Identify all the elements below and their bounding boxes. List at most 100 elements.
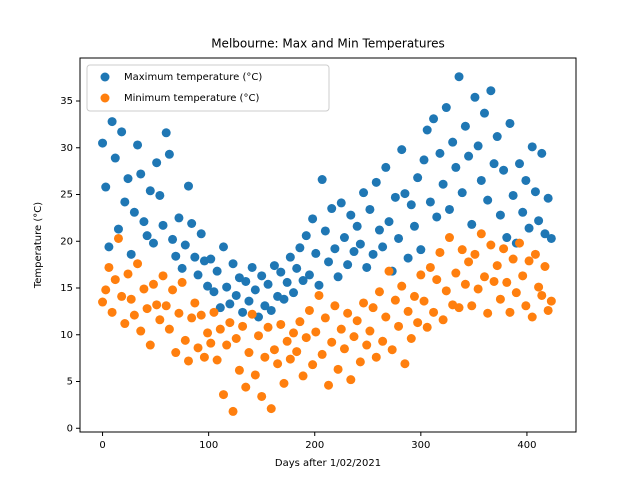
point: [139, 284, 149, 294]
point: [444, 233, 454, 243]
point: [164, 149, 174, 159]
point: [355, 357, 365, 367]
point: [359, 188, 369, 198]
point: [98, 297, 108, 307]
x-tick-label: 0: [99, 440, 105, 451]
point: [390, 192, 400, 202]
point: [327, 337, 337, 347]
point: [238, 321, 248, 331]
point: [120, 319, 130, 329]
point: [129, 310, 139, 320]
point: [257, 271, 267, 281]
point: [136, 169, 146, 179]
point: [244, 348, 254, 358]
point: [183, 181, 193, 191]
point: [381, 312, 391, 322]
point: [479, 272, 489, 282]
x-axis-label: Days after 1/02/2021: [275, 458, 381, 469]
point: [238, 307, 248, 317]
point: [295, 243, 305, 253]
point: [228, 259, 238, 269]
point: [339, 233, 349, 243]
point: [148, 279, 158, 289]
y-tick-label: 15: [60, 283, 73, 294]
point: [254, 331, 264, 341]
point: [330, 244, 340, 254]
point: [215, 303, 225, 313]
point: [454, 72, 464, 82]
point: [511, 288, 521, 298]
point: [98, 138, 108, 148]
point: [495, 210, 505, 220]
point: [499, 244, 509, 254]
point: [292, 263, 302, 273]
point: [260, 352, 270, 362]
point: [489, 159, 499, 169]
y-tick-label: 30: [60, 143, 73, 154]
point: [158, 220, 168, 230]
y-tick-label: 25: [60, 190, 73, 201]
point: [413, 173, 423, 183]
point: [473, 141, 483, 151]
point: [244, 296, 254, 306]
point: [530, 249, 540, 259]
point: [406, 200, 416, 210]
point: [292, 347, 302, 357]
point: [397, 145, 407, 155]
point: [540, 229, 550, 239]
point: [502, 233, 512, 243]
point: [374, 225, 384, 235]
point: [499, 165, 509, 175]
point: [419, 155, 429, 165]
point: [352, 221, 362, 231]
point: [206, 254, 216, 264]
point: [403, 253, 413, 263]
point: [289, 288, 299, 298]
legend-label: Minimum temperature (°C): [124, 93, 259, 104]
point: [133, 259, 143, 269]
point: [508, 190, 518, 200]
x-tick-label: 300: [411, 440, 430, 451]
point: [336, 198, 346, 208]
point: [444, 204, 454, 214]
point: [409, 221, 419, 231]
point: [387, 345, 397, 355]
point: [416, 245, 426, 255]
point: [394, 321, 404, 331]
legend-marker: [100, 72, 110, 82]
point: [276, 267, 286, 277]
point: [155, 190, 165, 200]
point: [527, 312, 537, 322]
point: [225, 318, 235, 328]
point: [257, 391, 267, 401]
point: [209, 287, 219, 297]
point: [476, 175, 486, 185]
point: [320, 226, 330, 236]
point: [546, 296, 556, 306]
point: [247, 309, 257, 319]
point: [495, 294, 505, 304]
point: [206, 338, 216, 348]
point: [368, 249, 378, 259]
point: [346, 210, 356, 220]
point: [432, 275, 442, 285]
point: [212, 266, 222, 276]
point: [164, 324, 174, 334]
point: [394, 233, 404, 243]
point: [276, 319, 286, 329]
point: [107, 117, 117, 127]
point: [311, 327, 321, 337]
point: [537, 148, 547, 158]
point: [425, 197, 435, 207]
point: [311, 248, 321, 258]
point: [110, 275, 120, 285]
point: [129, 207, 139, 217]
point: [113, 233, 123, 243]
point: [269, 261, 279, 271]
point: [180, 335, 190, 345]
point: [537, 290, 547, 300]
point: [295, 317, 305, 327]
point: [486, 86, 496, 96]
point: [180, 240, 190, 250]
point: [133, 140, 143, 150]
